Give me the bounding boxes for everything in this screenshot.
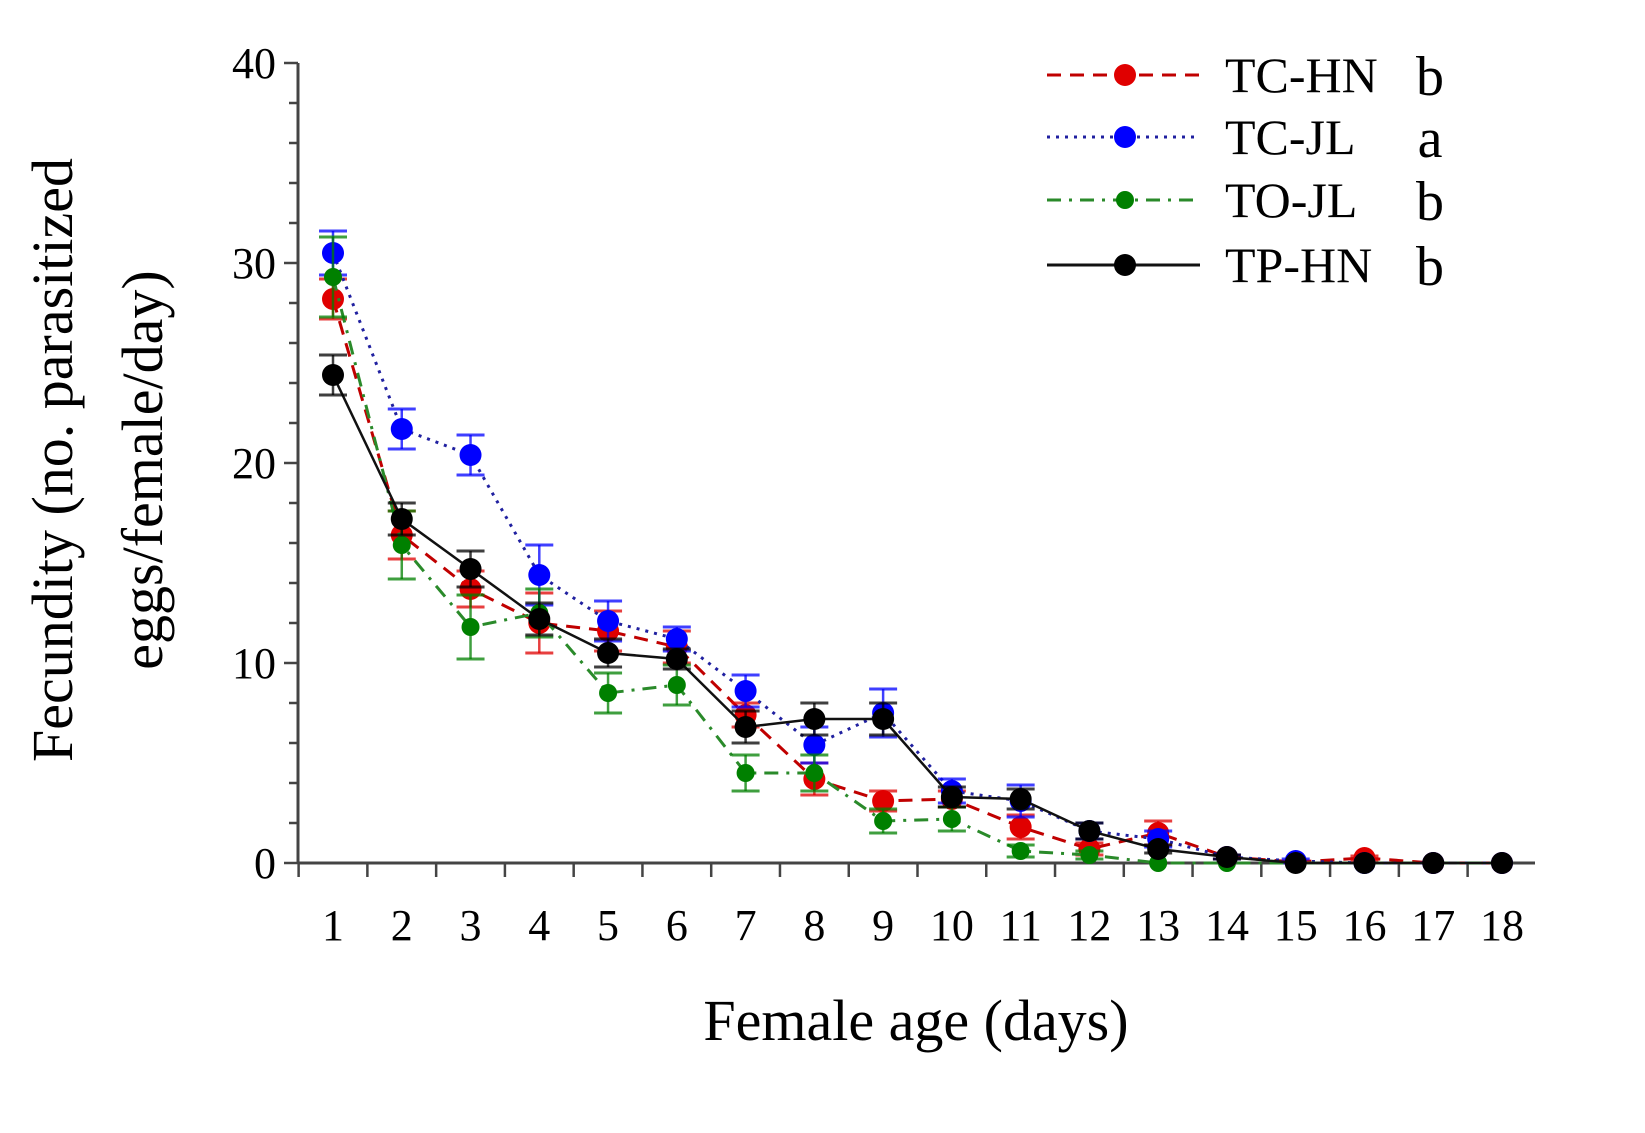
x-tick-label: 2 [391,901,413,950]
legend-marker [1114,64,1136,86]
x-tick-label: 15 [1274,901,1318,950]
x-tick-label: 4 [528,901,550,950]
data-point [1491,852,1513,874]
data-point [1009,788,1032,810]
legend-label: TC-HN [1225,47,1378,103]
series-tp-hn [319,353,1513,874]
series-tc-jl [319,229,1513,874]
data-point [461,618,480,636]
data-point [1147,838,1170,860]
x-tick-label: 16 [1342,901,1386,950]
data-point [390,418,413,440]
data-point [459,558,482,580]
data-point [872,708,895,730]
data-point [803,734,826,756]
legend-marker [1114,126,1136,148]
data-point [665,648,688,670]
data-point [1422,852,1445,874]
data-point [1284,852,1307,874]
data-point [1353,852,1376,874]
data-point [803,708,826,730]
series-line [331,298,1502,865]
significance-letter: a [1418,108,1443,170]
x-tick-label: 12 [1067,901,1111,950]
y-axis-label-line2: eggs/female/day) [110,270,175,669]
legend-label: TO-JL [1225,172,1357,228]
x-tick-label: 3 [460,901,482,950]
data-point [1078,820,1101,842]
data-point [667,676,686,694]
x-tick-label: 11 [999,901,1041,950]
significance-letter: b [1416,171,1444,233]
x-tick-label: 8 [803,901,825,950]
series-tc-hn [319,277,1513,874]
x-tick-label: 13 [1136,901,1180,950]
significance-letter: b [1416,46,1444,108]
legend-marker [1114,254,1136,276]
data-point [665,628,688,650]
data-point [734,716,757,738]
data-point [1009,816,1032,838]
series-line [331,276,1502,865]
data-point [597,642,620,664]
y-axis-label-line1: Fecundity (no. parasitized [20,158,85,762]
data-point [528,564,551,586]
x-tick-label: 5 [597,901,619,950]
data-point [736,764,755,782]
series-group [319,229,1513,874]
x-tick-label: 9 [872,901,894,950]
legend: TC-HN b TC-JL a TO-JL b TP-HN b [1047,46,1444,298]
data-point [940,786,963,808]
x-tick-label: 17 [1411,901,1455,950]
significance-letter: b [1416,236,1444,298]
legend-marker [1116,191,1134,209]
data-point [1080,846,1099,864]
series-line [331,374,1502,865]
series-line [331,252,1502,865]
data-point [1215,846,1238,868]
y-tick-label: 30 [232,239,276,288]
data-point [942,810,961,828]
x-axis-label: Female age (days) [703,988,1128,1053]
x-tick-label: 14 [1205,901,1249,950]
data-point [872,790,895,812]
data-point [874,812,893,830]
data-point [390,508,413,530]
y-tick-label: 20 [232,439,276,488]
x-tick-label: 6 [666,901,688,950]
x-tick-label: 7 [735,901,757,950]
data-point [599,684,618,702]
data-point [597,610,620,632]
data-point [734,680,757,702]
data-point [322,364,344,386]
data-point [459,444,482,466]
y-tick-label: 10 [232,639,276,688]
x-tick-label: 18 [1480,901,1524,950]
x-tick-label: 1 [322,901,344,950]
data-point [392,536,411,554]
legend-label: TP-HN [1225,237,1372,293]
data-point [1011,842,1030,860]
x-tick-label: 10 [930,901,974,950]
legend-label: TC-JL [1225,109,1356,165]
y-tick-label: 0 [254,839,276,888]
data-point [324,268,342,286]
data-point [805,764,824,782]
y-tick-label: 40 [232,39,276,88]
series-to-jl [319,235,1511,872]
data-point [528,608,551,630]
